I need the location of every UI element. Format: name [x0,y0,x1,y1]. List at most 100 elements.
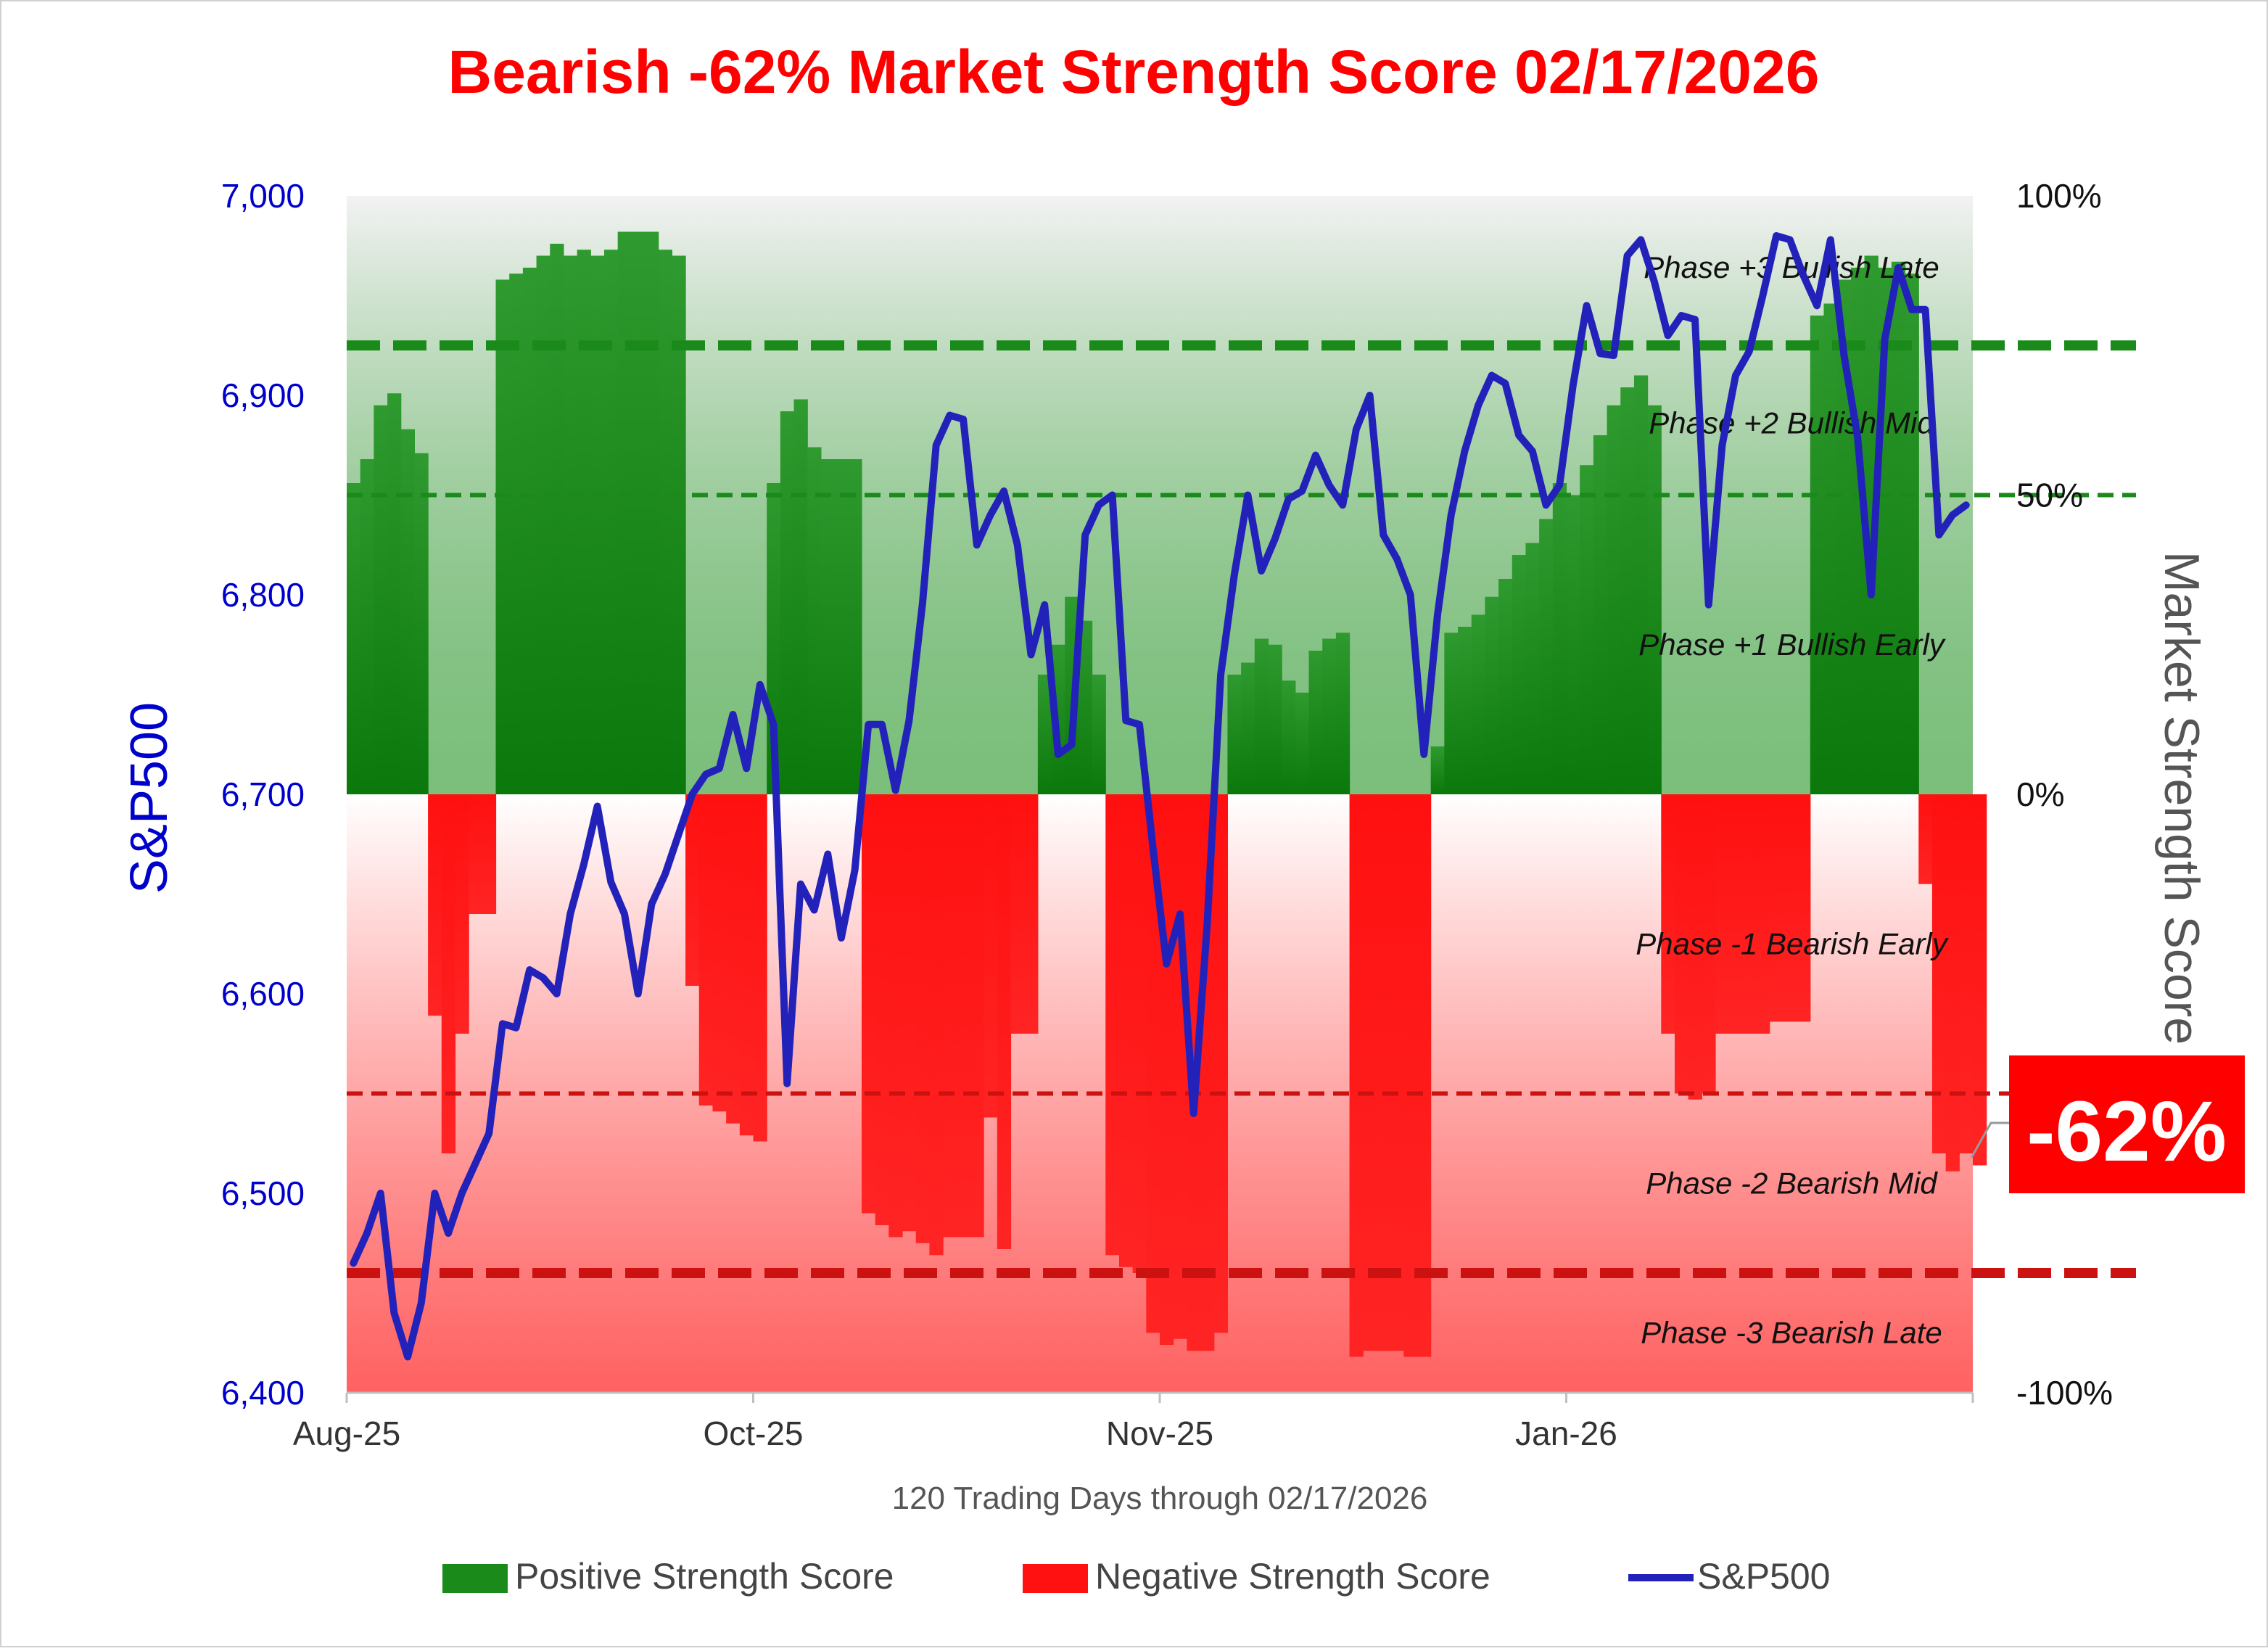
strength-bar [1485,596,1499,794]
strength-bar [1322,638,1337,794]
strength-bar [1823,303,1838,794]
strength-bar [698,794,714,1106]
strength-bar [848,459,862,794]
strength-bar [590,255,605,794]
strength-bar [1160,794,1174,1345]
strength-bar [550,244,564,794]
strength-bar [1037,675,1052,794]
strength-bar [509,273,524,794]
strength-bar [563,255,578,794]
strength-bar [1132,794,1147,1273]
strength-bar [1647,405,1662,794]
strength-bar [360,459,374,794]
strength-bar [1173,794,1187,1339]
left-axis-ticks: 6,400 6,500 6,600 6,700 6,800 6,900 7,000 [221,177,305,1412]
strength-bar [1024,794,1039,1034]
strength-bar [347,483,361,794]
strength-bar [1688,794,1702,1100]
phase-label: Phase +2 Bullish Mid [1649,406,1935,440]
strength-bar [414,453,429,794]
strength-bar [577,250,591,794]
strength-bar [1715,794,1730,1034]
strength-bar [1539,519,1554,794]
strength-bar [603,250,619,794]
strength-bar [1146,794,1160,1333]
strength-bar [902,794,917,1232]
legend-item-positive: Positive Strength Score [442,1556,894,1597]
strength-bar [793,399,808,794]
strength-bar [1607,405,1621,794]
strength-bar [1661,794,1675,1034]
strength-bar [888,794,903,1238]
phase-label: Phase -3 Bearish Late [1641,1316,1942,1350]
strength-bar [1403,794,1418,1357]
phase-label: Phase +3 Bullish Late [1644,250,1939,284]
x-axis-ticks: Aug-25 Oct-25 Nov-25 Jan-26 [293,1393,1974,1452]
strength-bar [1078,620,1093,794]
strength-bar [1945,794,1960,1172]
strength-bar [1633,375,1649,794]
strength-bar [1282,680,1296,794]
strength-bar [1525,543,1540,794]
strength-bar [1092,675,1106,794]
left-tick-label: 6,800 [221,576,305,614]
x-tick-label: Jan-26 [1515,1415,1617,1452]
left-tick-label: 6,700 [221,775,305,813]
strength-bar [1335,633,1351,794]
legend: Positive Strength Score Negative Strengt… [442,1556,1830,1597]
strength-bar [956,794,971,1238]
strength-bar [1512,555,1527,794]
legend-label-positive: Positive Strength Score [515,1556,894,1597]
strength-bar [495,279,510,794]
strength-bar [455,794,469,1034]
current-score-callout: -62% [1970,1055,2245,1193]
strength-bar [617,231,632,794]
strength-bar [374,405,388,794]
strength-bar [1390,794,1404,1351]
strength-bar [1471,614,1485,794]
strength-bar [970,794,984,1238]
strength-bar [522,268,537,794]
strength-bar [1580,465,1594,794]
strength-bar [1891,261,1906,794]
sp500-line [350,232,1970,1361]
strength-bar [1349,794,1364,1357]
strength-bar [1959,794,1974,1153]
right-tick-label: -100% [2016,1374,2113,1412]
strength-bar [469,794,483,914]
strength-bar [861,794,876,1214]
left-tick-label: 6,400 [221,1374,305,1412]
chart-title: Bearish -62% Market Strength Score 02/17… [448,38,1820,106]
strength-bar [834,459,849,794]
strength-bar [929,794,944,1256]
strength-bar [1254,638,1269,794]
reference-lines [347,340,2136,1278]
strength-bar [1783,794,1797,1022]
strength-bar [1756,794,1770,1034]
strength-bar [400,429,416,794]
phase-label: Phase +1 Bullish Early [1638,627,1946,662]
strength-bars [347,231,1987,1357]
right-tick-label: 50% [2016,477,2083,514]
strength-bar [1837,279,1852,794]
strength-bar [1268,644,1282,794]
strength-bar [712,794,727,1112]
strength-bar [536,255,550,794]
strength-bar [984,794,998,1118]
strength-bar [441,794,456,1153]
x-axis-title: 120 Trading Days through 02/17/2026 [892,1481,1428,1516]
strength-bar [1430,746,1445,794]
legend-label-negative: Negative Strength Score [1095,1556,1490,1597]
strength-bar [1593,435,1608,794]
legend-swatch-negative [1023,1564,1088,1593]
legend-item-negative: Negative Strength Score [1023,1556,1490,1597]
legend-label-sp500: S&P500 [1697,1556,1830,1597]
left-tick-label: 6,500 [221,1174,305,1212]
right-tick-label: 0% [2016,775,2064,813]
strength-bar [672,255,686,794]
strength-bar [739,794,754,1136]
strength-bar [875,794,889,1225]
right-tick-label: 100% [2016,177,2102,215]
